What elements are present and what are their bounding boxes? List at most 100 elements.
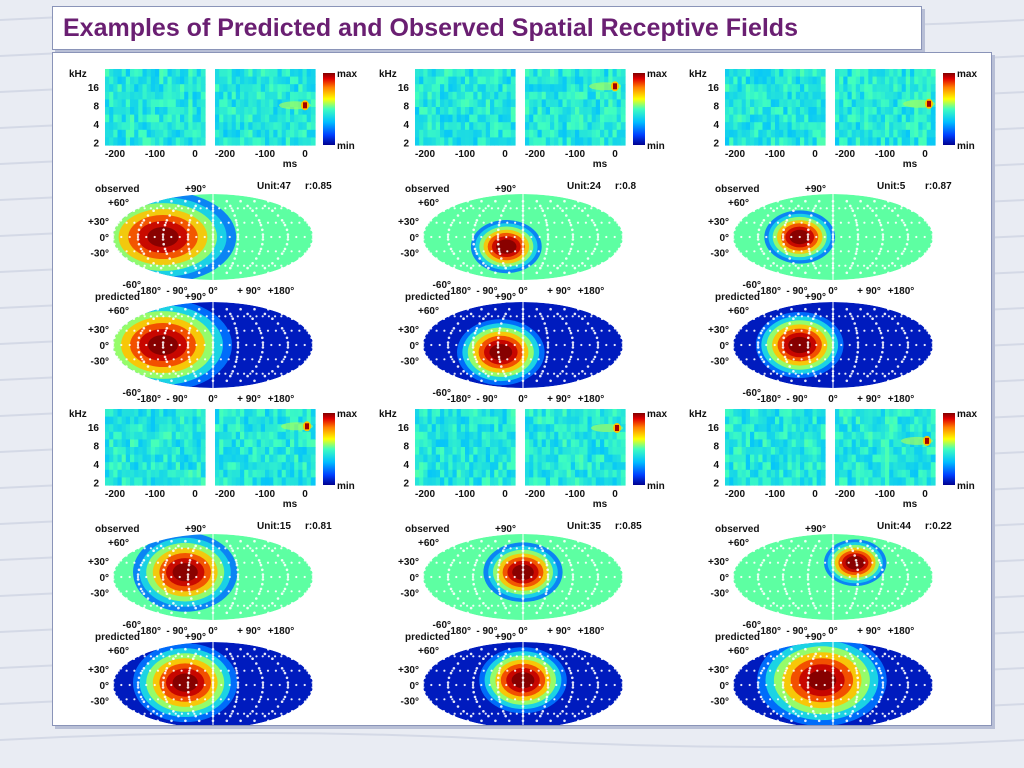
elev-tick-label: +30° <box>398 325 419 336</box>
elev-tick-label: +90° <box>805 292 826 303</box>
elev-tick-label: -60° <box>743 388 761 399</box>
azimuth-tick-label: 0° <box>518 626 528 637</box>
elev-tick-label: +90° <box>185 524 206 535</box>
colorbar-max-label: max <box>957 409 977 420</box>
observed-label: observed <box>405 184 449 195</box>
colorbar-max-label: max <box>337 409 357 420</box>
unit-label: Unit:44 <box>877 521 911 532</box>
freq-tick-label: 4 <box>713 120 719 131</box>
elev-tick-label: 0° <box>99 341 109 352</box>
freq-tick-label: 16 <box>88 423 100 434</box>
time-tick-label: -200 <box>525 489 545 500</box>
freq-axis-label: kHz <box>69 409 87 420</box>
time-tick-label: 0 <box>812 489 818 500</box>
time-axis-label: ms <box>593 159 608 170</box>
time-tick-label: 0 <box>612 149 618 160</box>
azimuth-tick-label: -180° <box>757 394 781 405</box>
time-tick-label: 0 <box>302 149 308 160</box>
elev-tick-label: +90° <box>805 184 826 195</box>
time-tick-label: -100 <box>765 489 785 500</box>
elev-tick-label: -30° <box>401 248 419 259</box>
elev-tick-label: +30° <box>88 325 109 336</box>
time-tick-label: 0 <box>502 149 508 160</box>
freq-tick-label: 2 <box>713 139 719 150</box>
azimuth-tick-label: + 90° <box>857 286 881 297</box>
azimuth-tick-label: +180° <box>268 394 295 405</box>
unit-label: Unit:35 <box>567 521 601 532</box>
predicted-label: predicted <box>95 292 140 303</box>
time-tick-label: -200 <box>725 149 745 160</box>
azimuth-tick-label: - 90° <box>476 626 497 637</box>
freq-axis-label: kHz <box>689 69 707 80</box>
elev-tick-label: +60° <box>728 306 749 317</box>
elev-tick-label: -30° <box>91 588 109 599</box>
azimuth-tick-label: - 90° <box>786 286 807 297</box>
predicted-label: predicted <box>95 632 140 643</box>
freq-tick-label: 16 <box>398 423 410 434</box>
colorbar-max-label: max <box>337 69 357 80</box>
time-tick-label: -200 <box>105 149 125 160</box>
elev-tick-label: -60° <box>123 388 141 399</box>
freq-tick-label: 4 <box>93 120 99 131</box>
elev-tick-label: 0° <box>719 233 729 244</box>
elev-tick-label: +90° <box>805 524 826 535</box>
azimuth-tick-label: +180° <box>268 626 295 637</box>
elev-tick-label: -60° <box>743 280 761 291</box>
time-tick-label: -200 <box>835 489 855 500</box>
time-axis-label: ms <box>903 159 918 170</box>
azimuth-tick-label: -180° <box>137 394 161 405</box>
time-tick-label: -100 <box>455 489 475 500</box>
time-tick-label: 0 <box>922 489 928 500</box>
azimuth-tick-label: 0° <box>828 626 838 637</box>
azimuth-tick-label: +180° <box>578 286 605 297</box>
elev-tick-label: -30° <box>401 588 419 599</box>
time-tick-label: 0 <box>922 149 928 160</box>
time-tick-label: -100 <box>565 489 585 500</box>
freq-tick-label: 2 <box>403 139 409 150</box>
freq-axis-label: kHz <box>69 69 87 80</box>
time-tick-label: -200 <box>725 489 745 500</box>
freq-axis-label: kHz <box>379 409 397 420</box>
predicted-label: predicted <box>715 292 760 303</box>
time-tick-label: -100 <box>145 489 165 500</box>
colorbar-min-label: min <box>957 141 975 152</box>
elev-tick-label: +30° <box>398 665 419 676</box>
time-tick-label: 0 <box>502 489 508 500</box>
elev-tick-label: +90° <box>185 292 206 303</box>
colorbar-min-label: min <box>957 481 975 492</box>
elev-tick-label: +90° <box>495 632 516 643</box>
azimuth-tick-label: - 90° <box>786 394 807 405</box>
elev-tick-label: 0° <box>719 681 729 692</box>
freq-tick-label: 16 <box>708 423 720 434</box>
elev-tick-label: -30° <box>401 696 419 707</box>
azimuth-tick-label: -180° <box>137 286 161 297</box>
colorbar-min-label: min <box>647 481 665 492</box>
elev-tick-label: +30° <box>398 217 419 228</box>
freq-axis-label: kHz <box>379 69 397 80</box>
elev-tick-label: +90° <box>495 184 516 195</box>
colorbar-max-label: max <box>647 69 667 80</box>
observed-label: observed <box>715 184 759 195</box>
freq-tick-label: 4 <box>713 460 719 471</box>
observed-label: observed <box>95 524 139 535</box>
azimuth-tick-label: -180° <box>757 286 781 297</box>
elev-tick-label: -30° <box>401 356 419 367</box>
elev-tick-label: +60° <box>728 538 749 549</box>
elev-tick-label: +60° <box>108 646 129 657</box>
colorbar <box>943 73 955 145</box>
azimuth-tick-label: - 90° <box>166 394 187 405</box>
elev-tick-label: 0° <box>409 573 419 584</box>
elev-tick-label: -60° <box>433 620 451 631</box>
elev-tick-label: +60° <box>418 646 439 657</box>
freq-tick-label: 2 <box>403 479 409 490</box>
elev-tick-label: 0° <box>99 233 109 244</box>
freq-tick-label: 16 <box>398 83 410 94</box>
colorbar-min-label: min <box>337 481 355 492</box>
unit-label: Unit:15 <box>257 521 291 532</box>
time-tick-label: -200 <box>835 149 855 160</box>
elev-tick-label: +60° <box>728 198 749 209</box>
elev-tick-label: +60° <box>418 198 439 209</box>
colorbar <box>323 73 335 145</box>
azimuth-tick-label: - 90° <box>166 626 187 637</box>
